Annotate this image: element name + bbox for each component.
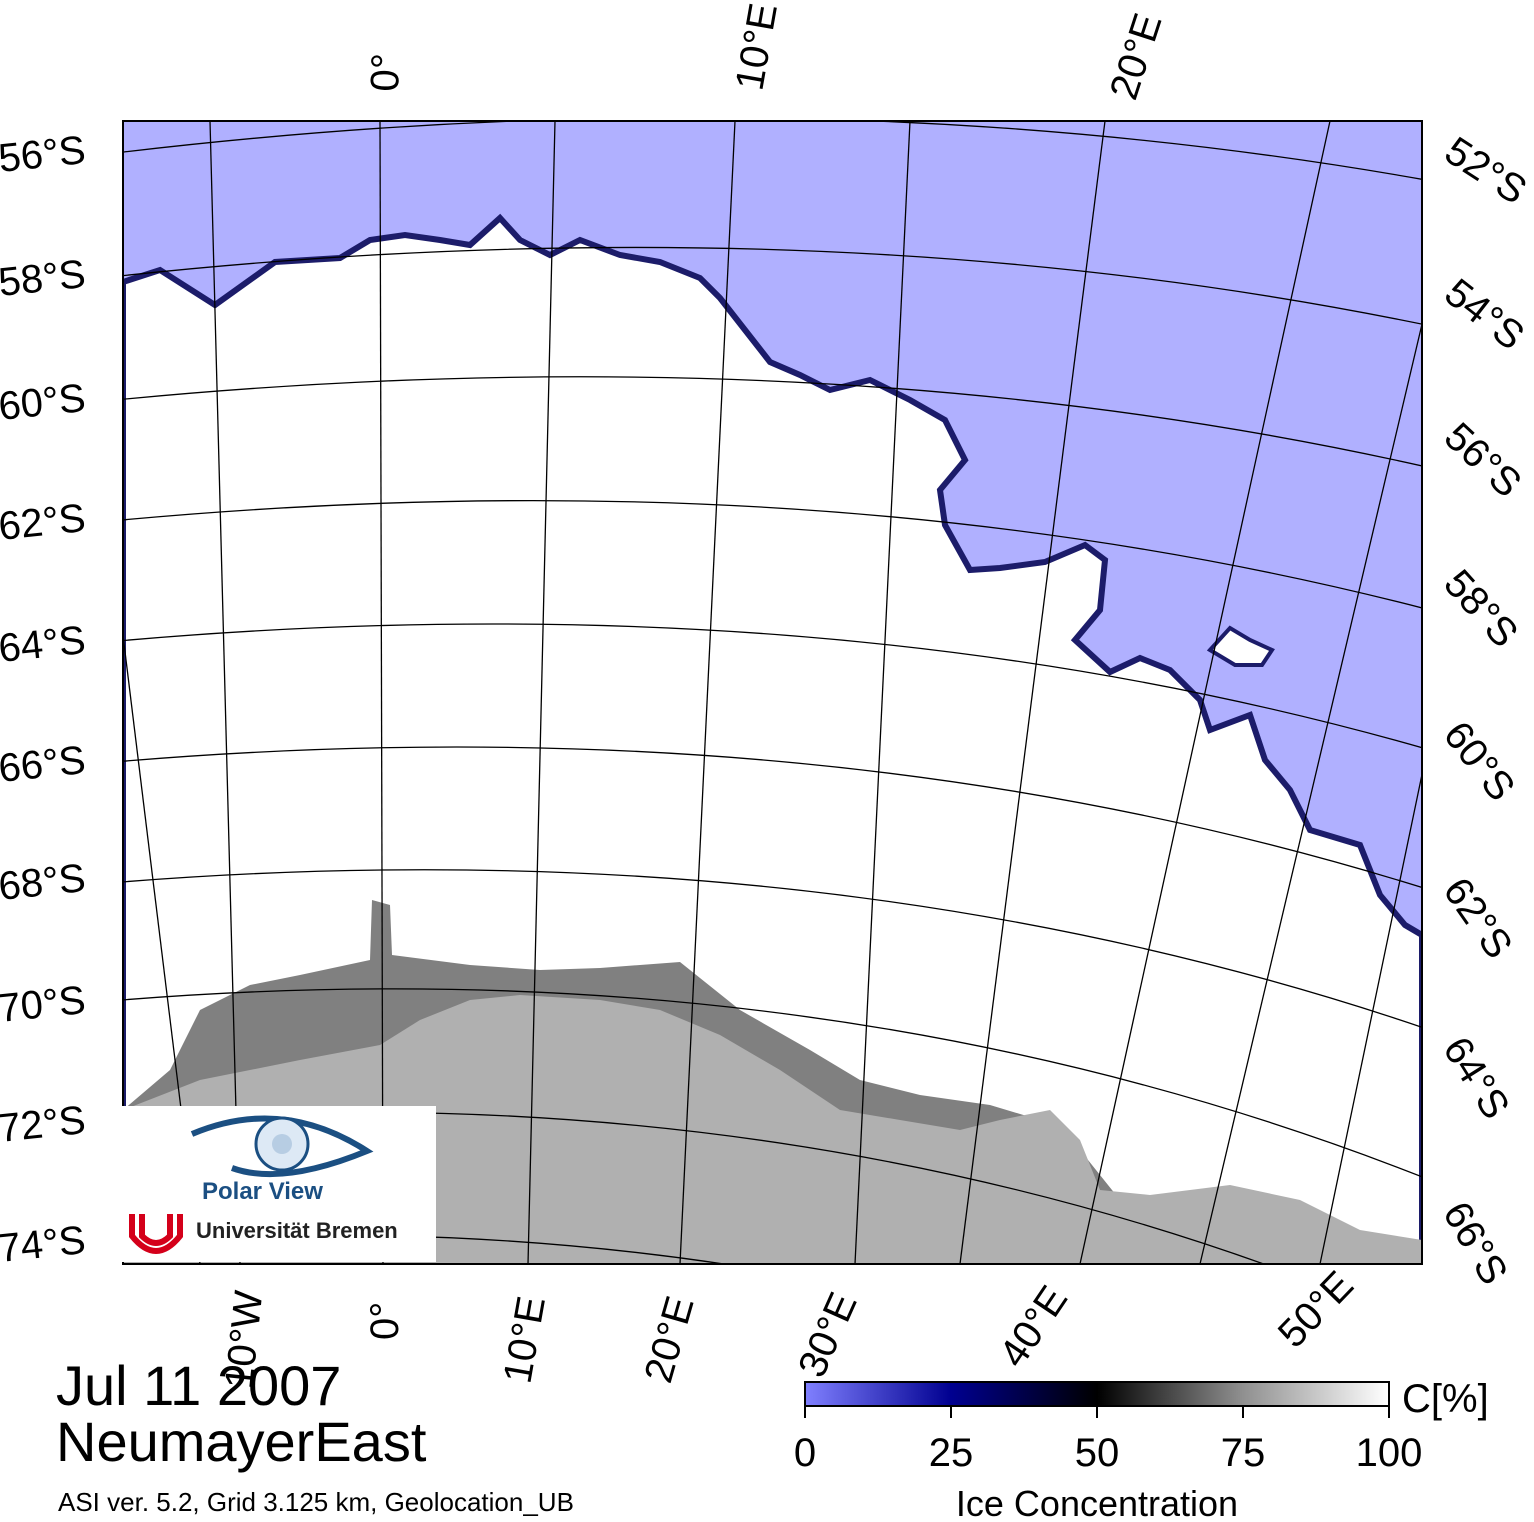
colorbar-tick-label: 50 [1075,1431,1120,1475]
right-lat-label: 66°S [1434,1195,1516,1292]
colorbar-title: Ice Concentration [956,1483,1238,1522]
top-lon-label: 0° [363,53,408,93]
colorbar-unit: C[%] [1402,1377,1489,1421]
colorbar-tick-label: 25 [929,1431,974,1475]
right-lat-label: 64°S [1434,1029,1518,1126]
right-lat-label: 60°S [1435,713,1523,809]
logo-name: Polar View [202,1178,323,1205]
map-date: Jul 11 2007 [56,1354,342,1417]
right-latitude-labels: 52°S 54°S 56°S 58°S 60°S 62°S 64°S 66°S [1434,129,1534,1292]
eye-icon [190,1115,374,1178]
left-lat-label: 62°S [0,496,88,549]
left-lat-label: 74°S [0,1218,88,1271]
colorbar-gradient [804,1381,1390,1407]
antarctic-land [123,995,1422,1264]
ice-floe [1206,625,1275,667]
map-info: ASI ver. 5.2, Grid 3.125 km, Geolocation… [58,1487,574,1517]
left-lat-label: 64°S [0,618,88,671]
left-lat-label: 66°S [0,738,88,791]
latitude-lines [123,121,1422,1264]
colorbar: 0 25 50 75 100 C[%] Ice Concentration [794,1377,1489,1522]
right-lat-label: 52°S [1437,129,1534,213]
left-lat-label: 58°S [0,252,88,305]
bottom-lon-label: 20°E [636,1292,702,1388]
top-lon-label: 10°E [728,0,786,93]
longitude-lines [123,121,1422,1264]
colorbar-tick-label: 100 [1356,1431,1423,1475]
left-lat-label: 56°S [0,128,88,181]
logo-institution: Universität Bremen [196,1218,398,1243]
bottom-lon-label: 10°E [496,1293,554,1386]
bottom-lon-label: 30°E [790,1286,866,1384]
left-latitude-labels: 56°S 58°S 60°S 62°S 64°S 66°S 68°S 70°S … [0,128,88,1271]
map-area [123,121,1422,1264]
bottom-lon-label: 0° [363,1302,407,1340]
right-lat-label: 62°S [1435,870,1521,967]
left-lat-label: 60°S [0,376,88,429]
left-lat-label: 68°S [0,856,88,909]
polar-view-logo: Polar View Universität Bremen [122,1106,436,1262]
bottom-lon-label: 40°E [991,1278,1076,1375]
map-frame [122,120,1423,1265]
bottom-lon-label: 50°E [1270,1263,1362,1356]
left-lat-label: 72°S [0,1098,88,1151]
colorbar-tick-label: 75 [1221,1431,1266,1475]
university-seal-icon [129,1214,183,1254]
bottom-longitude-labels: 10°W 0° 10°E 20°E 30°E 40°E 50°E [217,1263,1362,1391]
top-lon-label: 20°E [1102,8,1171,105]
map-region: NeumayerEast [56,1410,427,1473]
right-lat-label: 56°S [1436,414,1530,506]
left-lat-label: 70°S [0,978,88,1031]
colorbar-tick-label: 0 [794,1431,816,1475]
right-lat-label: 58°S [1435,562,1526,656]
top-longitude-labels: 0° 10°E 20°E [363,0,1170,105]
bottom-lon-label: 10°W [217,1288,271,1391]
right-lat-label: 54°S [1436,270,1532,358]
